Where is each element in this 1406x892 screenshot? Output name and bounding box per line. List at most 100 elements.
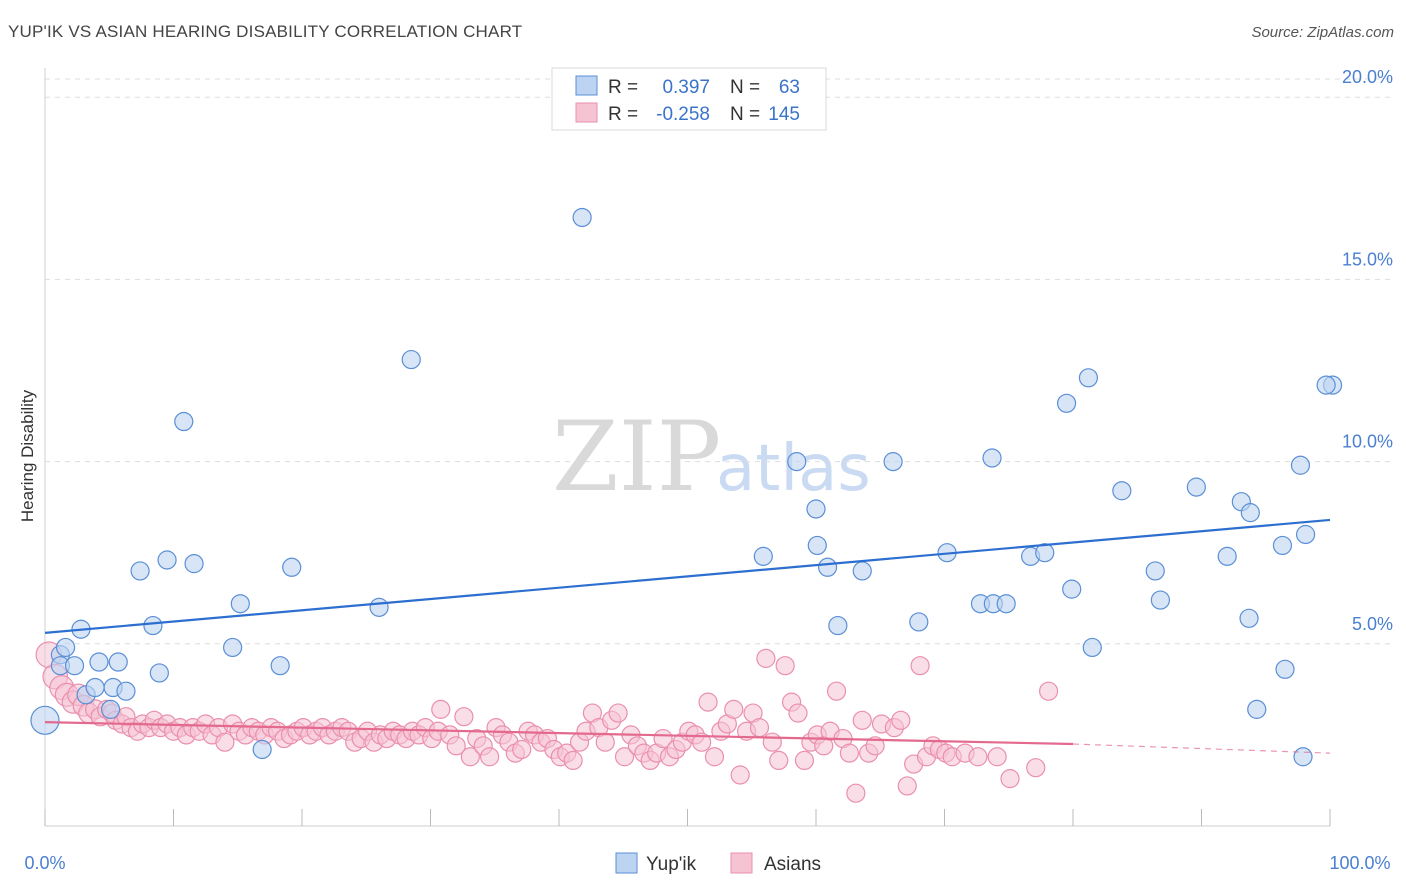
legend-swatch-asians [575, 102, 598, 123]
x-tick-label-min: 0.0% [24, 853, 65, 873]
bottom-legend-swatch-yupik [615, 852, 638, 874]
asians-points [35, 641, 1059, 803]
yupik-point [108, 652, 128, 672]
legend-swatch-yupik [575, 75, 598, 96]
yupik-point [116, 681, 136, 701]
asians-point [762, 732, 782, 752]
legend-r-value-1: 0.397 [662, 77, 710, 98]
yupik-point [1112, 481, 1132, 501]
yupik-point [252, 739, 272, 760]
yupik-point [852, 561, 872, 581]
yupik-trend-line [44, 518, 1331, 634]
asians-point [987, 747, 1007, 767]
asians-point [865, 736, 885, 756]
yupik-point [282, 557, 302, 577]
x-ticks [44, 809, 1331, 826]
bottom-legend-asians: Asians [764, 854, 821, 875]
yupik-point [30, 705, 60, 735]
yupik-point [369, 597, 389, 617]
yupik-point [1275, 659, 1295, 679]
asians-point [788, 703, 808, 723]
asians-point [512, 739, 532, 760]
yupik-point [807, 535, 827, 556]
yupik-point [1082, 637, 1102, 658]
asians-trend-extension [1072, 743, 1331, 754]
legend-n-value-2: 145 [768, 104, 800, 125]
yupik-point [909, 612, 929, 632]
y-tick-label: 10.0% [1342, 432, 1393, 452]
y-tick-labels: 5.0% 10.0% 15.0% 20.0% [1342, 67, 1393, 634]
series-legend: Yup'ik Asians [615, 852, 821, 875]
asians-point [698, 692, 718, 712]
yupik-point [1035, 543, 1055, 563]
yupik-point [817, 557, 838, 577]
yupik-point [982, 448, 1002, 468]
asians-point [215, 732, 235, 752]
asians-trend-line [44, 721, 1074, 746]
y-tick-label: 5.0% [1352, 614, 1393, 634]
legend-n-label-1: N = [730, 77, 760, 98]
source-label: Source: ZipAtlas.com [1251, 24, 1394, 41]
yupik-point [753, 546, 773, 566]
asians-point [563, 750, 583, 771]
yupik-point [270, 656, 290, 676]
asians-point [460, 747, 480, 767]
yupik-point [143, 615, 163, 636]
yupik-point [157, 550, 177, 570]
yupik-point [89, 652, 109, 672]
asians-point [775, 656, 795, 676]
legend-r-value-2: -0.258 [656, 104, 710, 125]
stats-legend: R = 0.397 N = 63 R = -0.258 N = 145 [551, 67, 827, 131]
yupik-point [1145, 561, 1165, 581]
yupik-point [1295, 524, 1316, 545]
yupik-point [55, 637, 76, 658]
yupik-point [828, 615, 848, 636]
asians-point [614, 747, 635, 767]
yupik-point [85, 677, 105, 698]
yupik-point [149, 663, 169, 683]
asians-point [897, 776, 917, 796]
y-axis-title: Hearing Disability [18, 389, 37, 522]
bottom-legend-yupik: Yup'ik [646, 854, 697, 875]
yupik-point [174, 411, 194, 432]
asians-point [968, 747, 988, 767]
yupik-point [572, 207, 592, 228]
asians-point [756, 648, 776, 668]
x-tick-label-max: 100.0% [1329, 853, 1390, 873]
yupik-point [184, 554, 204, 574]
trend-lines [44, 518, 1331, 754]
asians-point [794, 750, 815, 771]
yupik-point [223, 637, 243, 658]
asians-point [749, 718, 770, 738]
legend-n-label-2: N = [730, 104, 760, 125]
asians-point [446, 736, 466, 756]
asians-point [826, 681, 847, 701]
asians-point [1038, 681, 1059, 701]
legend-r-label-2: R = [608, 104, 638, 125]
asians-point [480, 747, 500, 767]
y-tick-label: 20.0% [1342, 67, 1393, 87]
watermark-zip: ZIP [552, 401, 721, 513]
bottom-legend-swatch-asians [730, 852, 753, 874]
yupik-point [1293, 747, 1313, 767]
asians-point [1026, 758, 1046, 778]
asians-point [704, 747, 725, 767]
asians-point [454, 707, 474, 727]
legend-n-value-1: 63 [779, 77, 800, 98]
yupik-point [1240, 503, 1260, 523]
yupik-point [401, 349, 421, 370]
asians-point [910, 656, 930, 676]
asians-point [724, 699, 744, 719]
yupik-point [130, 561, 150, 581]
y-tick-label: 15.0% [1342, 249, 1393, 269]
yupik-points [30, 207, 1343, 767]
asians-point [1000, 769, 1020, 789]
yupik-point [1272, 535, 1293, 556]
chart-title: YUP'IK VS ASIAN HEARING DISABILITY CORRE… [8, 22, 523, 41]
yupik-point [1290, 455, 1311, 475]
yupik-point [996, 594, 1016, 614]
yupik-point [1316, 375, 1336, 395]
stats-legend-box [551, 67, 827, 131]
asians-point [852, 710, 872, 730]
asians-point [595, 732, 615, 752]
